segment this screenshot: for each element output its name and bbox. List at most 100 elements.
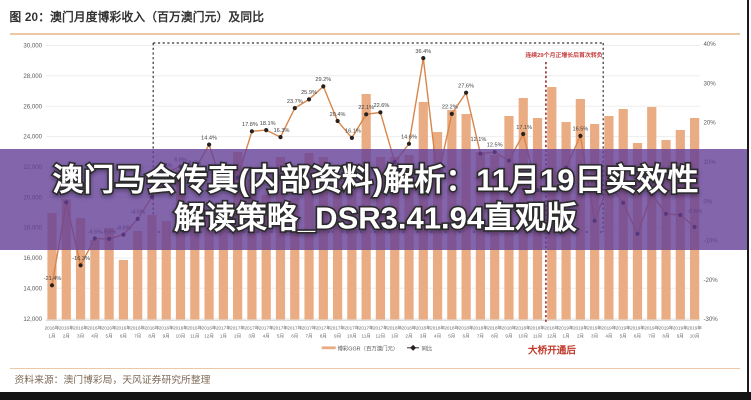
- svg-text:22.2%: 22.2%: [442, 105, 458, 111]
- svg-text:-16.3%: -16.3%: [72, 256, 90, 262]
- svg-text:2018年: 2018年: [516, 325, 531, 332]
- svg-text:2017年: 2017年: [230, 325, 245, 332]
- svg-text:解读策略_DSR3.41.94直观版: 解读策略_DSR3.41.94直观版: [174, 201, 577, 236]
- svg-text:6月: 6月: [120, 334, 127, 340]
- svg-text:4月: 4月: [91, 334, 98, 340]
- svg-text:2017年: 2017年: [216, 325, 231, 332]
- svg-text:澳门马会传真(内部资料)解析：11月19日实效性: 澳门马会传真(内部资料)解析：11月19日实效性: [53, 163, 699, 198]
- svg-text:29.2%: 29.2%: [315, 77, 331, 83]
- svg-text:30,000: 30,000: [23, 43, 42, 50]
- svg-text:2017年: 2017年: [344, 325, 359, 332]
- svg-text:18.1%: 18.1%: [260, 121, 276, 127]
- svg-text:7月: 7月: [134, 334, 141, 340]
- svg-text:12月: 12月: [376, 334, 386, 340]
- svg-text:1月: 1月: [563, 334, 570, 340]
- svg-text:2月: 2月: [577, 334, 584, 340]
- svg-text:16.5%: 16.5%: [572, 127, 588, 133]
- svg-text:2018年: 2018年: [530, 325, 545, 332]
- svg-text:12月: 12月: [204, 334, 214, 340]
- svg-text:8月: 8月: [320, 334, 327, 340]
- svg-text:连续29个月正增长后首次转负: 连续29个月正增长后首次转负: [525, 51, 602, 59]
- svg-text:2018年: 2018年: [544, 325, 559, 332]
- svg-text:2019年: 2019年: [616, 325, 631, 332]
- svg-text:10月: 10月: [347, 334, 357, 340]
- svg-text:4月: 4月: [434, 334, 441, 340]
- svg-text:2019年: 2019年: [559, 325, 574, 332]
- svg-text:2018年: 2018年: [502, 325, 517, 332]
- svg-text:8月: 8月: [662, 334, 669, 340]
- svg-text:2018年: 2018年: [387, 325, 402, 332]
- svg-text:20%: 20%: [704, 120, 717, 127]
- svg-text:1月: 1月: [220, 334, 227, 340]
- svg-text:2019年: 2019年: [687, 325, 702, 332]
- svg-text:博彩GGR（百万澳门元）: 博彩GGR（百万澳门元）: [338, 344, 399, 352]
- svg-text:27.6%: 27.6%: [458, 84, 474, 90]
- svg-text:12,000: 12,000: [23, 316, 42, 323]
- svg-text:同比: 同比: [422, 344, 433, 352]
- svg-text:2017年: 2017年: [359, 325, 374, 332]
- svg-text:2016年: 2016年: [159, 325, 174, 332]
- svg-text:-20%: -20%: [704, 277, 719, 284]
- svg-text:10月: 10月: [176, 334, 186, 340]
- svg-text:1月: 1月: [48, 334, 55, 340]
- svg-text:12.1%: 12.1%: [470, 137, 486, 143]
- svg-text:-21.4%: -21.4%: [44, 276, 62, 282]
- svg-text:30%: 30%: [704, 80, 717, 87]
- svg-text:10月: 10月: [690, 334, 700, 340]
- svg-text:22.1%: 22.1%: [358, 105, 374, 111]
- svg-text:2017年: 2017年: [244, 325, 259, 332]
- svg-text:2018年: 2018年: [402, 325, 417, 332]
- svg-text:2017年: 2017年: [316, 325, 331, 332]
- svg-text:2016年: 2016年: [145, 325, 160, 332]
- svg-text:17.8%: 17.8%: [242, 122, 258, 128]
- svg-text:2019年: 2019年: [587, 325, 602, 332]
- svg-text:16.1%: 16.1%: [345, 129, 361, 135]
- svg-text:16,000: 16,000: [23, 255, 42, 262]
- svg-text:2016年: 2016年: [116, 325, 131, 332]
- svg-text:大桥开通后: 大桥开通后: [528, 345, 576, 357]
- svg-text:2016年: 2016年: [87, 325, 102, 332]
- svg-text:5月: 5月: [448, 334, 455, 340]
- svg-text:6月: 6月: [634, 334, 641, 340]
- svg-text:12.5%: 12.5%: [487, 143, 503, 149]
- svg-text:2016年: 2016年: [173, 325, 188, 332]
- svg-text:2018年: 2018年: [459, 325, 474, 332]
- svg-text:26,000: 26,000: [23, 103, 42, 110]
- svg-text:3月: 3月: [77, 334, 84, 340]
- svg-text:2017年: 2017年: [287, 325, 302, 332]
- svg-text:11月: 11月: [190, 334, 199, 340]
- svg-text:16.3%: 16.3%: [274, 128, 290, 134]
- svg-text:9月: 9月: [505, 334, 512, 340]
- svg-text:2月: 2月: [63, 334, 70, 340]
- svg-text:24,000: 24,000: [23, 134, 42, 141]
- svg-text:3月: 3月: [248, 334, 255, 340]
- svg-text:20.4%: 20.4%: [330, 112, 346, 118]
- svg-text:2018年: 2018年: [416, 325, 431, 332]
- svg-text:25.9%: 25.9%: [301, 90, 317, 96]
- svg-text:7月: 7月: [477, 334, 484, 340]
- svg-text:28,000: 28,000: [23, 73, 42, 80]
- svg-text:2016年: 2016年: [45, 325, 60, 332]
- svg-text:23.7%: 23.7%: [287, 99, 303, 105]
- svg-text:1月: 1月: [391, 334, 398, 340]
- svg-text:2019年: 2019年: [630, 325, 645, 332]
- svg-text:2016年: 2016年: [202, 325, 217, 332]
- svg-text:14.4%: 14.4%: [201, 135, 217, 141]
- svg-text:11月: 11月: [362, 334, 371, 340]
- svg-text:2017年: 2017年: [302, 325, 317, 332]
- svg-text:14.6%: 14.6%: [401, 135, 417, 141]
- svg-text:2016年: 2016年: [59, 325, 74, 332]
- svg-text:11月: 11月: [533, 334, 542, 340]
- svg-text:3月: 3月: [591, 334, 598, 340]
- svg-text:2019年: 2019年: [573, 325, 588, 332]
- svg-text:4月: 4月: [605, 334, 612, 340]
- svg-text:2019年: 2019年: [659, 325, 674, 332]
- svg-text:4月: 4月: [263, 334, 270, 340]
- svg-text:2016年: 2016年: [130, 325, 145, 332]
- svg-text:17.1%: 17.1%: [516, 125, 532, 131]
- svg-text:2017年: 2017年: [330, 325, 345, 332]
- svg-text:22.6%: 22.6%: [373, 103, 389, 109]
- svg-text:10月: 10月: [518, 334, 528, 340]
- svg-text:2018年: 2018年: [430, 325, 445, 332]
- svg-text:5月: 5月: [277, 334, 284, 340]
